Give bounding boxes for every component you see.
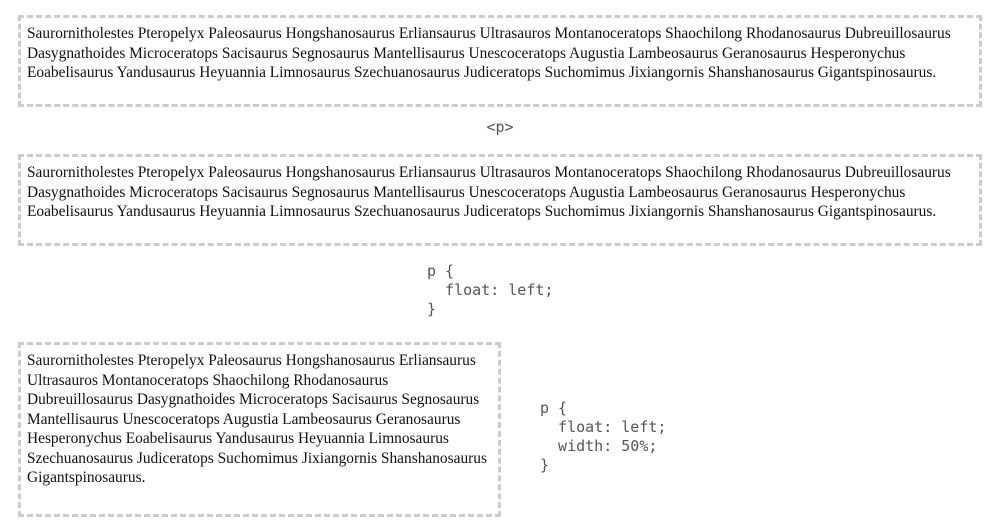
css-code-float: p { float: left; } — [427, 262, 554, 318]
tag-label: <p> — [486, 118, 514, 136]
paragraph-example-default: Saurornitholestes Pteropelyx Paleosaurus… — [18, 15, 982, 107]
css-code-float-width: p { float: left; width: 50%; } — [540, 399, 667, 474]
paragraph-example-float-half-width: Saurornitholestes Pteropelyx Paleosaurus… — [18, 342, 501, 517]
paragraph-example-float: Saurornitholestes Pteropelyx Paleosaurus… — [18, 154, 982, 246]
